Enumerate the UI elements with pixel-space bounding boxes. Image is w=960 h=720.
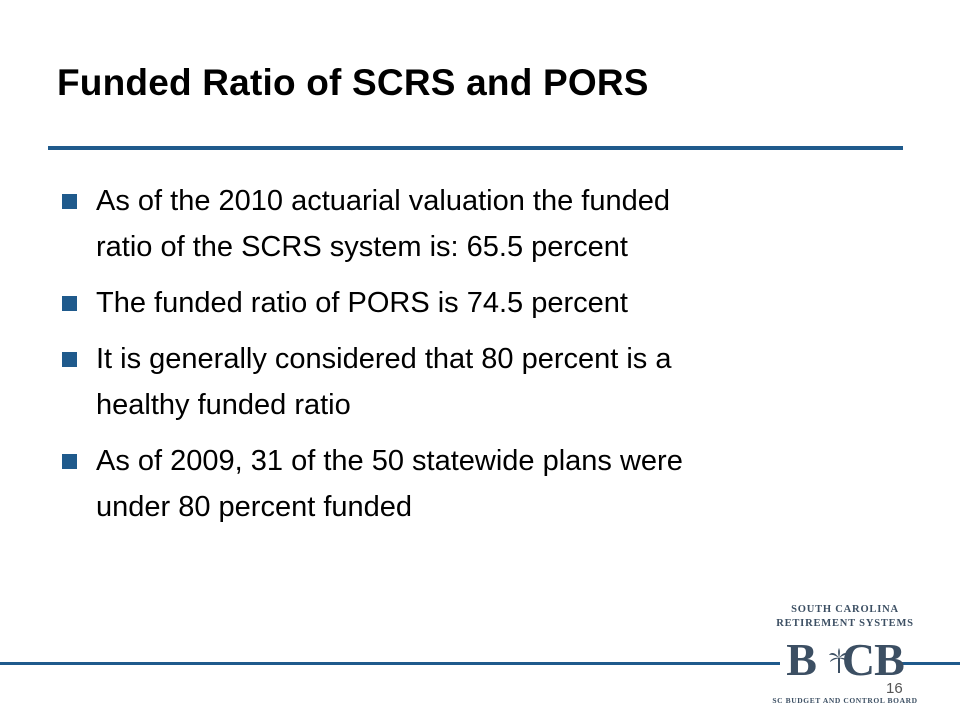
page-number: 16 — [886, 680, 903, 697]
logo-text-line: RETIREMENT SYSTEMS — [776, 618, 914, 629]
logo-text-line: SOUTH CAROLINA — [791, 604, 899, 615]
slide-title: Funded Ratio of SCRS and PORS — [57, 62, 649, 103]
bullet-text-line: ratio of the SCRS system is: 65.5 percen… — [96, 231, 628, 263]
scrs-logo: SOUTH CAROLINA RETIREMENT SYSTEMS B CB SC… — [770, 604, 920, 716]
logo-mark-left: B — [786, 634, 817, 685]
square-bullet-icon — [62, 454, 77, 469]
bullet-text-line: As of the 2010 actuarial valuation the f… — [96, 185, 670, 217]
bullet-text-line: The funded ratio of PORS is 74.5 percent — [96, 287, 628, 319]
bullet-item: It is generally considered that 80 perce… — [62, 336, 882, 428]
bullet-item: As of 2009, 31 of the 50 statewide plans… — [62, 438, 882, 530]
footer-divider — [898, 662, 960, 665]
bullet-list: As of the 2010 actuarial valuation the f… — [62, 178, 882, 540]
bullet-text-line: As of 2009, 31 of the 50 statewide plans… — [96, 445, 683, 477]
square-bullet-icon — [62, 194, 77, 209]
logo-mark-right: CB — [841, 634, 905, 685]
bullet-text-line: It is generally considered that 80 perce… — [96, 343, 672, 375]
bullet-item: The funded ratio of PORS is 74.5 percent — [62, 280, 882, 326]
logo-tagline: SC BUDGET AND CONTROL BOARD — [772, 696, 918, 705]
bullet-text-line: healthy funded ratio — [96, 389, 351, 421]
square-bullet-icon — [62, 352, 77, 367]
bullet-text-line: under 80 percent funded — [96, 491, 413, 523]
title-divider — [48, 146, 903, 150]
square-bullet-icon — [62, 296, 77, 311]
palmetto-tree-icon — [829, 648, 849, 673]
footer-divider — [0, 662, 780, 665]
logo-mark: B CB — [784, 636, 906, 684]
bullet-item: As of the 2010 actuarial valuation the f… — [62, 178, 882, 270]
